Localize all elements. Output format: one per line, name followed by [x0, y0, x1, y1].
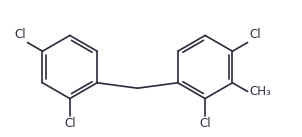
Text: Cl: Cl	[199, 118, 211, 131]
Text: Cl: Cl	[14, 28, 26, 41]
Text: Cl: Cl	[249, 28, 261, 41]
Text: Cl: Cl	[64, 118, 76, 131]
Text: CH₃: CH₃	[249, 85, 271, 98]
